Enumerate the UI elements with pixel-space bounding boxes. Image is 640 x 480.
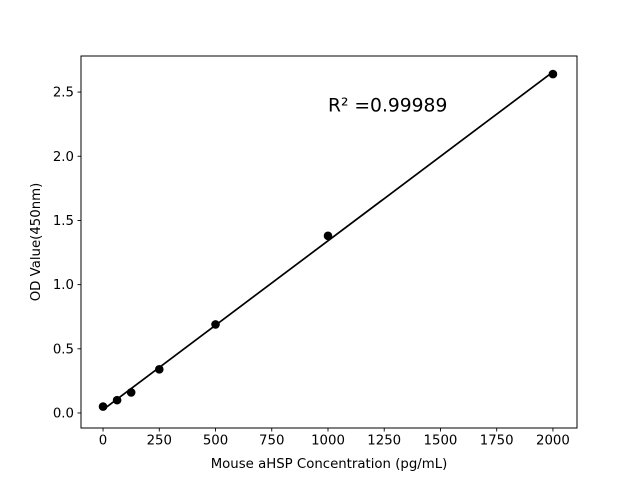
data-point xyxy=(323,231,333,241)
x-tick-label: 1000 xyxy=(311,434,345,449)
x-tick-label: 750 xyxy=(259,434,284,449)
x-tick-label: 250 xyxy=(147,434,172,449)
x-tick-label: 1250 xyxy=(367,434,401,449)
y-tick-label: 0.5 xyxy=(53,342,74,357)
data-point xyxy=(548,69,558,79)
x-tick-label: 1750 xyxy=(480,434,514,449)
y-tick-label: 1.5 xyxy=(53,214,74,229)
plot-border xyxy=(80,55,578,429)
r-squared-annotation: R² =0.99989 xyxy=(328,95,447,116)
y-tick-label: 0.0 xyxy=(53,407,74,422)
data-point xyxy=(126,388,136,397)
x-tick-label: 0 xyxy=(99,434,107,449)
x-tick-label: 500 xyxy=(203,434,228,449)
y-tick-label: 1.0 xyxy=(53,278,74,293)
y-tick-label: 2.0 xyxy=(53,150,74,165)
data-point xyxy=(112,395,122,405)
plot-area: 0 250 500 750 1000 1250 1500 1750 2000 0.0 0.5 1.0 1… xyxy=(53,55,578,449)
x-axis-label: Mouse aHSP Concentration (pg/mL) xyxy=(211,457,448,472)
data-point xyxy=(154,365,164,374)
data-point xyxy=(98,402,108,411)
x-tick-label: 2000 xyxy=(536,434,570,449)
x-tick-label: 1500 xyxy=(424,434,458,449)
trend-line xyxy=(102,71,554,411)
y-axis-label: OD Value(450nm) xyxy=(29,183,44,302)
data-point xyxy=(211,320,220,329)
y-tick-label: 2.5 xyxy=(53,86,74,101)
